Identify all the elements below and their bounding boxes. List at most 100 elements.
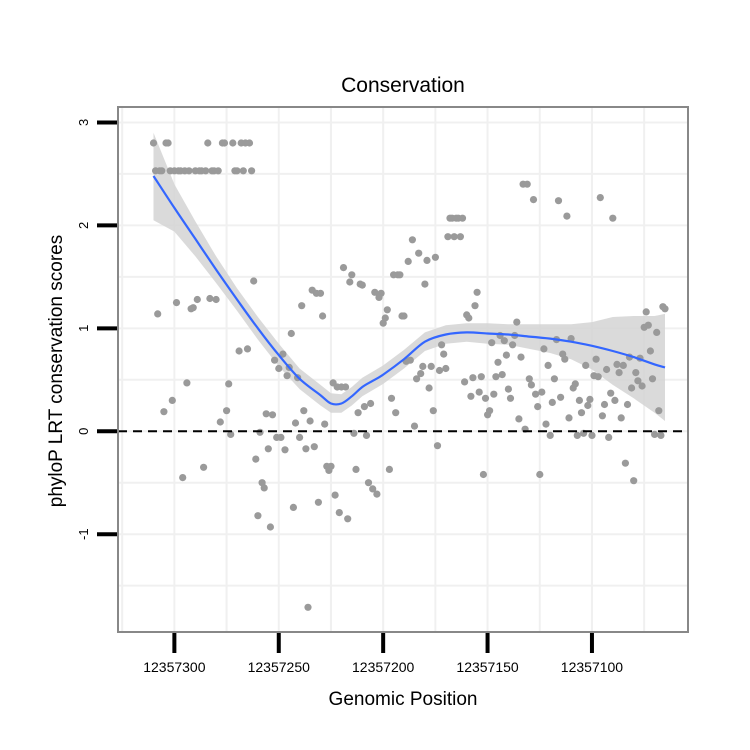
data-point — [598, 412, 607, 420]
x-axis: 12357300 12357250 12357200 12357150 12357100 — [143, 633, 623, 675]
data-point — [425, 384, 433, 392]
data-point — [435, 366, 444, 375]
data-point — [266, 523, 274, 531]
data-point — [490, 390, 498, 398]
data-point — [438, 341, 446, 349]
data-point — [492, 373, 500, 381]
data-point — [291, 419, 300, 427]
data-point — [300, 407, 308, 415]
data-point — [245, 139, 254, 147]
data-point — [352, 465, 360, 473]
data-point — [248, 167, 256, 175]
data-point — [306, 417, 314, 425]
data-point — [527, 381, 536, 389]
data-point — [158, 167, 166, 175]
data-point — [655, 407, 663, 415]
data-point — [630, 477, 638, 485]
data-point — [287, 329, 295, 338]
y-axis-label: phyloP LRT conservation scores — [46, 235, 67, 508]
data-point — [408, 236, 416, 244]
data-point — [456, 233, 464, 241]
data-point — [358, 281, 366, 289]
data-point — [206, 294, 214, 303]
data-point — [554, 197, 563, 205]
data-point — [279, 350, 287, 358]
data-point — [214, 167, 222, 175]
x-tick-label: 12357250 — [248, 659, 311, 675]
x-tick-label: 12357150 — [456, 659, 519, 675]
data-point — [331, 491, 339, 499]
data-point — [546, 431, 554, 439]
y-tick-label: 3 — [76, 119, 91, 126]
data-point — [367, 399, 375, 408]
data-point — [440, 350, 448, 358]
data-point — [603, 365, 611, 374]
panel-border — [117, 106, 689, 633]
data-point — [504, 385, 512, 393]
data-point — [396, 271, 404, 279]
data-point — [179, 474, 187, 482]
data-point — [271, 356, 279, 364]
data-point — [344, 515, 352, 523]
data-point — [298, 302, 306, 310]
data-point — [502, 351, 510, 359]
data-point — [458, 214, 467, 222]
data-point — [532, 390, 540, 398]
data-point — [515, 415, 523, 423]
data-point — [600, 400, 609, 409]
data-point — [481, 394, 490, 402]
data-point — [369, 485, 377, 493]
data-point — [592, 355, 600, 363]
data-point — [661, 305, 669, 313]
data-point — [164, 139, 172, 147]
data-point — [557, 393, 565, 401]
data-point — [277, 433, 285, 441]
data-point — [342, 383, 350, 391]
data-point — [264, 445, 272, 453]
data-point — [250, 277, 258, 285]
data-point — [534, 403, 542, 411]
data-point — [465, 314, 473, 322]
data-point — [427, 362, 435, 370]
data-point — [586, 395, 594, 403]
data-point — [354, 409, 362, 417]
data-point — [296, 433, 304, 441]
data-point — [648, 375, 657, 383]
data-point — [477, 373, 485, 381]
data-point — [444, 233, 452, 241]
data-point — [235, 347, 243, 355]
data-point — [404, 257, 412, 265]
data-point — [479, 470, 487, 479]
data-point — [262, 410, 270, 418]
data-point — [653, 328, 661, 336]
data-point — [429, 407, 437, 415]
data-point — [223, 407, 231, 415]
x-tick-label: 12357100 — [561, 659, 624, 675]
data-point — [233, 167, 241, 175]
data-point — [442, 364, 450, 373]
data-point — [573, 431, 581, 439]
data-point — [508, 341, 517, 349]
data-point — [657, 431, 665, 439]
data-point — [204, 139, 212, 147]
data-point — [316, 289, 325, 297]
data-point — [319, 312, 327, 320]
data-point — [216, 418, 224, 426]
data-point — [243, 345, 252, 353]
data-point — [377, 289, 385, 297]
data-point — [473, 288, 481, 296]
data-point — [646, 347, 655, 355]
data-point — [619, 361, 627, 369]
data-point — [584, 401, 592, 410]
plot-border — [117, 106, 689, 633]
data-point — [594, 373, 602, 381]
data-point — [364, 479, 373, 487]
data-point — [346, 278, 354, 286]
data-point — [289, 503, 297, 511]
data-point — [498, 371, 506, 379]
data-point — [415, 249, 423, 257]
smooth-line — [152, 175, 666, 406]
data-point — [607, 389, 615, 397]
data-point — [628, 384, 636, 392]
